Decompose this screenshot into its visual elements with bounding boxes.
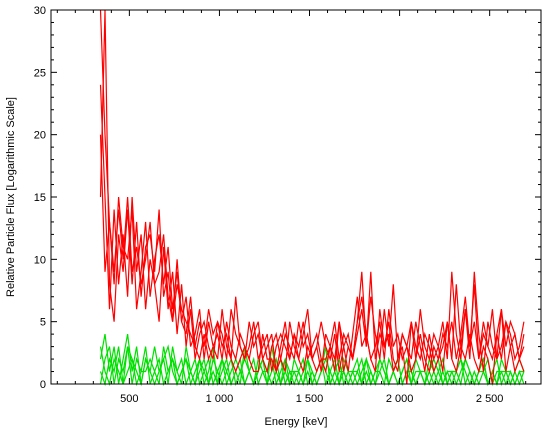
- y-axis-label: Relative Particle Flux [Logarithmic Scal…: [5, 97, 17, 297]
- series-line-3: [99, 9, 525, 374]
- x-tick-label: 1 500: [296, 393, 324, 405]
- y-tick-label: 15: [34, 192, 46, 204]
- x-tick-label: 500: [120, 393, 138, 405]
- series-line-1: [99, 9, 525, 385]
- series-line-2: [99, 84, 525, 374]
- x-tick-label: 2 500: [476, 393, 504, 405]
- y-tick-label: 10: [34, 254, 46, 266]
- x-axis-label: Energy [keV]: [265, 416, 328, 428]
- series-line-8: [99, 346, 525, 387]
- y-tick-label: 25: [34, 67, 46, 79]
- y-tick-label: 20: [34, 130, 46, 142]
- x-tick-label: 2 000: [386, 393, 414, 405]
- series-line-4: [99, 134, 525, 372]
- series-layer: [99, 9, 525, 387]
- y-tick-label: 30: [34, 5, 46, 17]
- y-tick-label: 5: [40, 317, 46, 329]
- y-tick-label: 0: [40, 379, 46, 391]
- x-tick-label: 1 000: [206, 393, 234, 405]
- tick-layer: 0 5 10 15 20 25 30 500 1 000 1 500 2 000 2 500: [34, 5, 541, 405]
